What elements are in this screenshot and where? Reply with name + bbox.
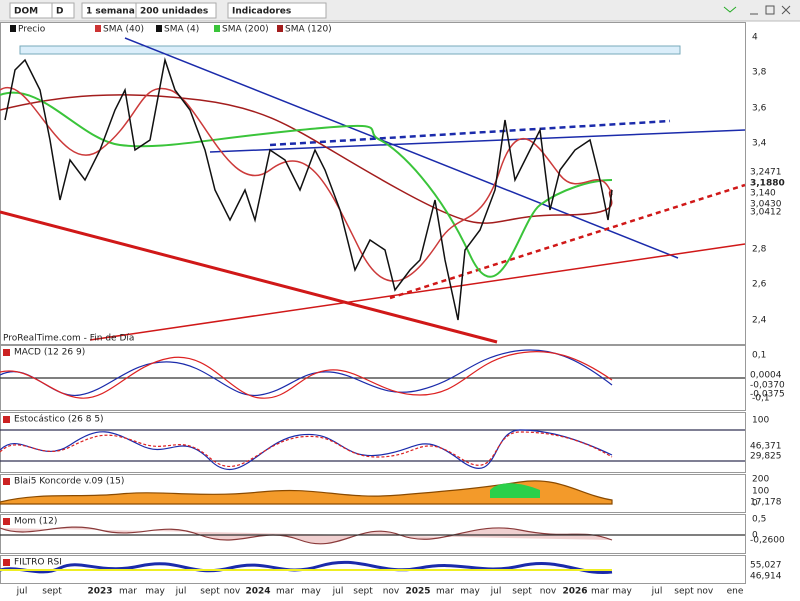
x-axis-label: jul <box>490 587 502 597</box>
toolbar-label[interactable]: 200 unidades <box>140 7 208 17</box>
x-axis-label: sept <box>200 587 220 597</box>
highlight-zone <box>19 45 681 55</box>
x-axis-label: 2025 <box>405 587 430 597</box>
legend-label: SMA (4) <box>164 25 199 35</box>
axis-label: 3,6 <box>752 104 767 114</box>
x-axis-label: nov <box>697 587 714 597</box>
toolbar-label[interactable]: Indicadores <box>232 7 291 17</box>
axis-label: -0,1 <box>752 394 770 404</box>
x-axis-label: may <box>301 587 321 597</box>
indicator-curves <box>0 349 745 575</box>
axis-label: 100 <box>752 416 769 426</box>
x-axis-label: sept <box>674 587 694 597</box>
legend-label: Precio <box>18 25 46 35</box>
panel-title: Blai5 Koncorde v.09 (15) <box>14 477 124 487</box>
x-axis-label: 2024 <box>245 587 270 597</box>
x-axis-label: mar <box>119 587 137 597</box>
axis-label: 0 <box>752 531 758 541</box>
panel-icon <box>3 559 10 566</box>
axis-label: 3,8 <box>752 68 767 78</box>
panel-icon <box>3 478 10 485</box>
x-axis-label: jul <box>332 587 344 597</box>
price-tag: 3,0412 <box>750 208 782 218</box>
toolbar-button[interactable] <box>51 2 75 19</box>
panel-icon <box>3 518 10 525</box>
x-axis-label: nov <box>540 587 557 597</box>
legend-swatch <box>277 25 283 32</box>
value-tag: 29,825 <box>750 452 782 462</box>
x-axis-label: 2023 <box>87 587 112 597</box>
panel-title: FILTRO RSI <box>14 558 62 568</box>
x-axis-label: sept <box>512 587 532 597</box>
price-tag: 3,1880 <box>750 179 785 189</box>
axis-label: 4 <box>752 33 758 43</box>
panel-title: Estocástico (26 8 5) <box>14 415 104 425</box>
axis-label: 3,4 <box>752 139 767 149</box>
x-axis-label: jul <box>175 587 187 597</box>
x-axis-label: sept <box>353 587 373 597</box>
legend-swatch <box>95 25 101 32</box>
x-axis-label: jul <box>651 587 663 597</box>
x-axis-label: may <box>145 587 165 597</box>
x-axis-label: sept <box>42 587 62 597</box>
value-tag: -0,0375 <box>750 390 785 400</box>
x-axis-label: may <box>612 587 632 597</box>
toolbar-label[interactable]: D <box>56 7 63 17</box>
x-axis-label: 2026 <box>562 587 587 597</box>
legend-label: SMA (200) <box>222 25 269 35</box>
toolbar-label[interactable]: 1 semana <box>86 7 135 17</box>
value-tag: 17,178 <box>750 498 782 508</box>
axis-label: 2,6 <box>752 280 767 290</box>
axis-label: 0,1 <box>752 351 766 361</box>
value-tag: 55,027 <box>750 561 782 571</box>
axis-label: 0 <box>752 499 758 509</box>
panel-icon <box>3 349 10 356</box>
watermark: ProRealTime.com - Fin de Día <box>3 334 134 344</box>
axis-label: 200 <box>752 475 769 485</box>
legend-swatch <box>156 25 162 32</box>
price-tag: 3,0430 <box>750 200 782 210</box>
value-tag: -0,2600 <box>750 536 785 546</box>
x-axis-label: may <box>460 587 480 597</box>
x-axis-label: mar <box>276 587 294 597</box>
price-tag: 3,2471 <box>750 168 782 178</box>
window-controls <box>723 5 791 15</box>
value-tag: 0,0004 <box>750 371 782 381</box>
legend-swatch <box>10 25 16 32</box>
axis-label: 2,4 <box>752 316 767 326</box>
legend-swatch <box>214 25 220 32</box>
trend-lines <box>0 37 746 344</box>
x-axis-label: ene <box>727 587 744 597</box>
x-axis-label: nov <box>224 587 241 597</box>
toolbar-button[interactable] <box>135 2 217 19</box>
x-axis-label: nov <box>383 587 400 597</box>
value-tag: -0,0370 <box>750 381 785 391</box>
panel-title: Mom (12) <box>14 517 57 527</box>
legend-label: SMA (40) <box>103 25 144 35</box>
axis-label: 0,5 <box>752 515 766 525</box>
value-tag: 46,371 <box>750 442 782 452</box>
price-tag: 3,140 <box>750 189 776 199</box>
value-tag: 46,914 <box>750 572 782 582</box>
price-curves <box>0 57 613 321</box>
panel-icon <box>3 416 10 423</box>
toolbar-button[interactable] <box>227 2 327 19</box>
axis-label: 100 <box>752 487 769 497</box>
legend-label: SMA (120) <box>285 25 332 35</box>
toolbar-label[interactable]: DOM <box>14 7 38 17</box>
panel-title: MACD (12 26 9) <box>14 348 85 358</box>
axis-label: 2,8 <box>752 245 767 255</box>
x-axis-label: mar <box>591 587 609 597</box>
panel-frames <box>0 22 746 584</box>
x-axis-label: mar <box>436 587 454 597</box>
x-axis-label: jul <box>16 587 28 597</box>
